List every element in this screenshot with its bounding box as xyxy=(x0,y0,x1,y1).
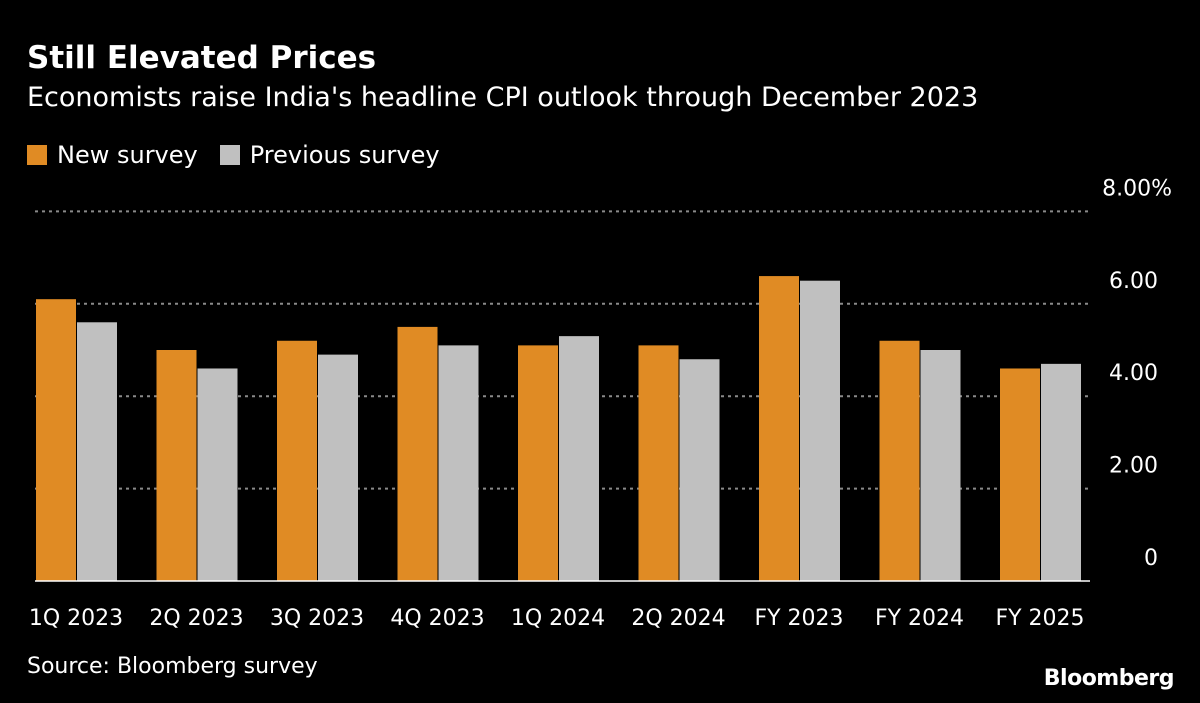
bar-previous xyxy=(438,345,479,581)
bar-previous xyxy=(318,354,358,581)
legend-swatch-previous xyxy=(219,145,240,165)
bar-new xyxy=(879,340,920,581)
chart-title: Still Elevated Prices xyxy=(27,40,377,76)
x-tick-label: 1Q 2023 xyxy=(29,606,123,631)
x-tick-label: 2Q 2023 xyxy=(149,606,243,631)
legend-label-previous: Previous survey xyxy=(249,141,440,169)
bar-new xyxy=(397,326,438,581)
y-tick-label: 8.00% xyxy=(1102,176,1172,201)
bar-new xyxy=(638,345,679,581)
legend-item-previous: Previous survey xyxy=(219,141,440,169)
x-tick-label: FY 2025 xyxy=(995,606,1084,631)
y-tick-label: 0 xyxy=(1144,546,1158,571)
bar-previous xyxy=(77,322,117,581)
bar-previous xyxy=(800,280,840,581)
bar-previous xyxy=(1041,363,1081,581)
bar-previous xyxy=(559,336,599,581)
bar-new xyxy=(518,345,558,581)
bar-new xyxy=(156,350,197,581)
legend: New survey Previous survey xyxy=(27,141,462,169)
y-tick-label: 2.00 xyxy=(1109,454,1158,479)
bar-previous xyxy=(679,359,720,581)
source-note: Source: Bloomberg survey xyxy=(27,654,318,679)
chart-subtitle: Economists raise India's headline CPI ou… xyxy=(27,82,979,113)
bar-previous xyxy=(920,350,961,581)
y-tick-label: 6.00 xyxy=(1109,269,1158,294)
bloomberg-logo: Bloomberg xyxy=(1043,666,1175,691)
bar-new xyxy=(277,340,317,581)
bar-new xyxy=(36,299,76,581)
y-tick-label: 4.00 xyxy=(1109,361,1158,386)
bar-new xyxy=(1000,368,1040,581)
x-tick-label: 2Q 2024 xyxy=(631,606,725,631)
bar-previous xyxy=(197,368,238,581)
legend-swatch-new xyxy=(27,145,47,165)
x-tick-label: FY 2024 xyxy=(875,606,964,631)
x-tick-label: 3Q 2023 xyxy=(270,606,364,631)
x-tick-label: FY 2023 xyxy=(754,606,843,631)
bar-new xyxy=(759,276,799,581)
x-tick-label: 1Q 2024 xyxy=(511,606,605,631)
legend-item-new: New survey xyxy=(27,141,198,169)
x-tick-label: 4Q 2023 xyxy=(390,606,484,631)
legend-label-new: New survey xyxy=(57,141,198,169)
